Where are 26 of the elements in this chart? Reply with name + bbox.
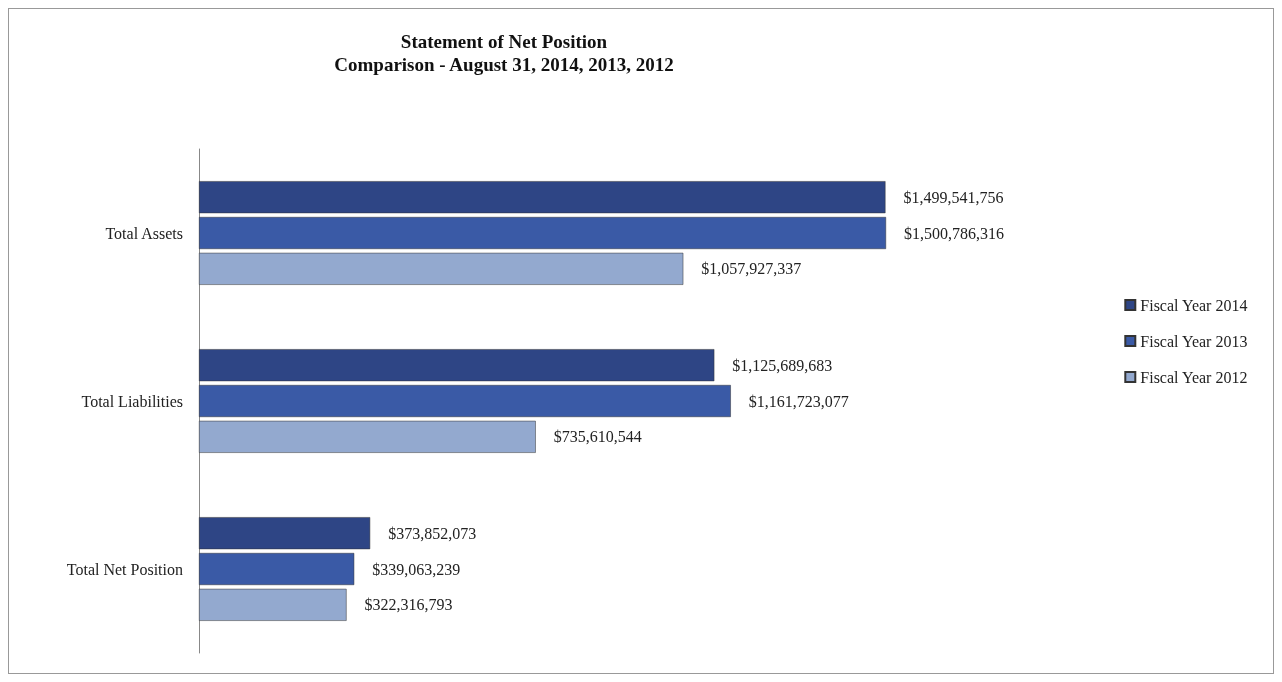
- bar: [199, 181, 886, 214]
- bar: [199, 349, 715, 382]
- legend-label: Fiscal Year 2014: [1140, 296, 1248, 314]
- bar: [199, 553, 355, 585]
- bar: [199, 420, 536, 453]
- y-tick-label: Total Net Position: [66, 560, 183, 578]
- data-label: $1,500,786,316: [904, 224, 1005, 242]
- legend-label: Fiscal Year 2012: [1140, 368, 1248, 386]
- data-label: $373,852,073: [388, 524, 477, 542]
- bar: [199, 217, 887, 249]
- chart-title: Statement of Net Position: [400, 31, 608, 52]
- bar: [199, 385, 731, 417]
- data-label: $1,499,541,756: [903, 188, 1004, 206]
- bar: [199, 588, 347, 621]
- data-label: $735,610,544: [553, 428, 642, 446]
- bar: [199, 517, 371, 550]
- data-label: $1,161,723,077: [748, 392, 849, 410]
- y-tick-label: Total Liabilities: [81, 392, 183, 410]
- data-label: $339,063,239: [372, 560, 461, 578]
- bar: [199, 252, 684, 285]
- data-label: $1,125,689,683: [732, 356, 833, 374]
- y-tick-label: Total Assets: [105, 224, 183, 242]
- data-label: $1,057,927,337: [701, 260, 802, 278]
- chart-subtitle: Comparison - August 31, 2014, 2013, 2012: [334, 54, 674, 75]
- data-label: $322,316,793: [364, 596, 453, 614]
- legend-label: Fiscal Year 2013: [1140, 332, 1248, 350]
